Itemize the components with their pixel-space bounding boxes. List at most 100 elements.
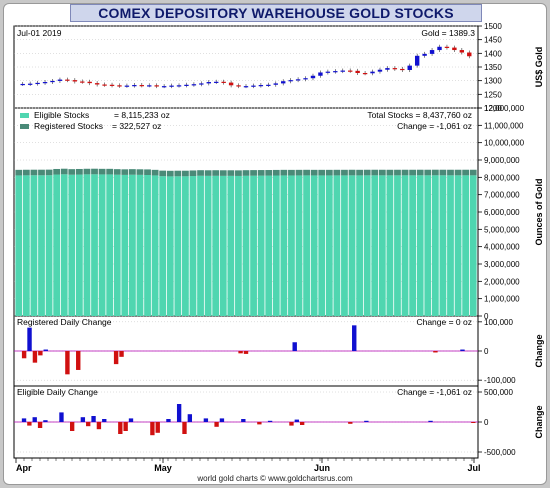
price-candle <box>347 70 353 72</box>
price-axis-tick-label: 1400 <box>484 49 502 58</box>
price-candle <box>154 85 159 87</box>
price-candle <box>236 85 241 87</box>
price-candle <box>109 84 115 86</box>
registered-stock-bar <box>151 169 159 176</box>
registered-stock-bar <box>242 170 250 176</box>
price-candle <box>318 72 323 76</box>
price-candle <box>444 46 450 48</box>
eligible-change-bar <box>123 422 128 431</box>
eligible-change-bar <box>176 404 182 422</box>
eligible-stock-bar <box>348 175 356 316</box>
stocks-change-label: Change = -1,061 oz <box>397 121 472 131</box>
x-axis-label: Jun <box>314 463 330 473</box>
price-candle <box>214 81 219 83</box>
eligible-stock-bar <box>280 175 288 316</box>
eligible-stock-bar <box>45 175 53 316</box>
eligible-change-bar <box>187 414 193 422</box>
eligible-stock-bar <box>378 175 386 316</box>
eligible-change-bar <box>214 422 219 427</box>
total-stocks-label: Total Stocks = 8,437,760 oz <box>367 110 472 120</box>
eligible-stock-bar <box>401 175 409 316</box>
registered-stock-bar <box>98 168 106 175</box>
eligible-axis-tick-label: 0 <box>484 418 489 427</box>
registered-stock-bar <box>235 170 242 176</box>
eligible-change-bar <box>80 417 86 422</box>
price-candle <box>385 68 390 70</box>
eligible-change-bar <box>241 419 246 422</box>
price-candle <box>295 79 301 81</box>
legend-registered-swatch <box>20 124 29 129</box>
eligible-stock-bar <box>15 175 23 316</box>
eligible-stock-bar <box>318 175 326 316</box>
eligible-stock-bar <box>182 176 189 316</box>
price-candle <box>27 83 33 85</box>
eligible-stock-bar <box>129 174 136 316</box>
price-candle <box>42 82 48 84</box>
eligible-stock-bar <box>424 175 432 316</box>
price-candle <box>191 84 197 86</box>
eligible-change-bar <box>289 422 294 426</box>
registered-stock-bar <box>129 169 136 175</box>
registered-stock-bar <box>22 169 30 176</box>
registered-stock-bar <box>303 169 310 176</box>
price-candle <box>87 81 92 84</box>
price-candle <box>243 86 249 88</box>
price-candle <box>20 83 25 86</box>
eligible-change-bar <box>43 420 48 422</box>
eligible-axis-tick-label: -500,000 <box>484 448 516 457</box>
chart-title: COMEX DEPOSITORY WAREHOUSE GOLD STOCKS <box>98 5 454 21</box>
eligible-stock-bar <box>265 175 273 316</box>
legend-eligible-label: Eligible Stocks <box>34 110 89 120</box>
registered-change-bar <box>238 351 243 354</box>
price-candle <box>400 68 405 71</box>
eligible-stock-bar <box>303 175 310 316</box>
eligible-stock-bar <box>439 175 447 316</box>
price-candle <box>467 52 472 57</box>
registered-stock-bar <box>15 169 23 176</box>
price-candle <box>281 81 286 84</box>
price-candle <box>72 80 78 82</box>
registered-stock-bar <box>204 170 212 176</box>
price-axis-tick-label: 1250 <box>484 90 502 99</box>
stocks-axis-tick-label: 5,000,000 <box>484 225 520 234</box>
stocks-axis-tick-label: 3,000,000 <box>484 260 520 269</box>
eligible-change-value: Change = -1,061 oz <box>397 387 472 397</box>
eligible-stock-bar <box>288 175 295 316</box>
eligible-change-bar <box>150 422 155 436</box>
registered-stock-bar <box>469 169 477 176</box>
eligible-change-bar <box>471 422 476 423</box>
eligible-stock-bar <box>469 175 477 316</box>
registered-axis-tick-label: 100,000 <box>484 318 513 327</box>
eligible-stock-bar <box>98 174 106 316</box>
price-candle <box>50 80 55 83</box>
stocks-axis-tick-label: 2,000,000 <box>484 277 520 286</box>
registered-change-bar <box>38 351 43 356</box>
eligible-panel-label: Eligible Daily Change <box>17 387 98 397</box>
price-candle <box>251 85 256 87</box>
price-candle <box>333 71 338 73</box>
registered-change-bar <box>119 351 124 357</box>
registered-stock-bar <box>272 169 280 176</box>
price-axis-tick-label: 1450 <box>484 36 502 45</box>
registered-stock-bar <box>310 169 318 176</box>
eligible-stock-bar <box>219 175 227 316</box>
x-axis-label: Apr <box>16 463 32 473</box>
registered-stock-bar <box>91 168 98 175</box>
stocks-axis-tick-label: 9,000,000 <box>484 156 520 165</box>
eligible-stock-bar <box>272 175 280 316</box>
eligible-stock-bar <box>371 175 379 316</box>
registered-stock-bar <box>68 169 76 175</box>
stocks-axis-tick-label: 11,000,000 <box>484 121 524 130</box>
price-candle <box>407 65 412 71</box>
registered-stock-bar <box>182 170 189 177</box>
registered-change-bar <box>27 327 32 351</box>
eligible-axis-title: Change <box>534 405 544 438</box>
price-axis-tick-label: 1500 <box>484 22 502 31</box>
registered-stock-bar <box>363 169 371 176</box>
registered-change-bar <box>352 325 357 351</box>
eligible-stock-bar <box>394 175 401 316</box>
stocks-axis-tick-label: 1,000,000 <box>484 295 520 304</box>
registered-stock-bar <box>424 169 432 176</box>
x-axis-label: Jul <box>467 463 480 473</box>
eligible-stock-bar <box>257 175 265 316</box>
